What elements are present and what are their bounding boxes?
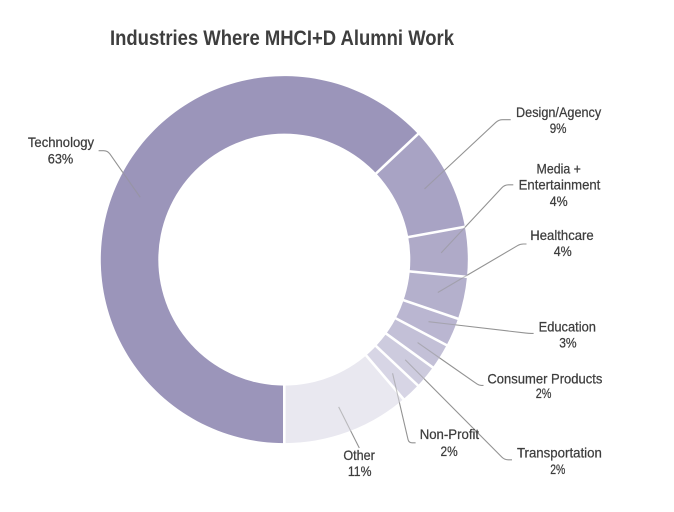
- svg-text:Non-Profit: Non-Profit: [420, 426, 479, 442]
- svg-text:Industries Where MHCI+D Alumni: Industries Where MHCI+D Alumni Work: [110, 26, 454, 50]
- svg-text:2%: 2%: [441, 443, 458, 459]
- svg-text:Other: Other: [343, 447, 375, 463]
- svg-text:3%: 3%: [559, 335, 576, 351]
- svg-text:2%: 2%: [550, 461, 565, 477]
- svg-text:2%: 2%: [536, 385, 552, 401]
- svg-text:4%: 4%: [554, 243, 572, 259]
- svg-text:11%: 11%: [348, 463, 372, 479]
- svg-text:63%: 63%: [48, 150, 74, 166]
- svg-text:Education: Education: [539, 319, 596, 335]
- svg-text:Design/Agency: Design/Agency: [516, 104, 601, 120]
- svg-text:Technology: Technology: [28, 134, 94, 150]
- svg-text:Media +: Media +: [537, 160, 581, 176]
- svg-text:Healthcare: Healthcare: [530, 227, 594, 243]
- svg-text:Transportation: Transportation: [517, 445, 602, 461]
- svg-text:Entertainment: Entertainment: [519, 177, 601, 193]
- svg-text:4%: 4%: [550, 193, 568, 209]
- svg-text:9%: 9%: [550, 120, 567, 136]
- svg-text:Consumer Products: Consumer Products: [487, 371, 602, 387]
